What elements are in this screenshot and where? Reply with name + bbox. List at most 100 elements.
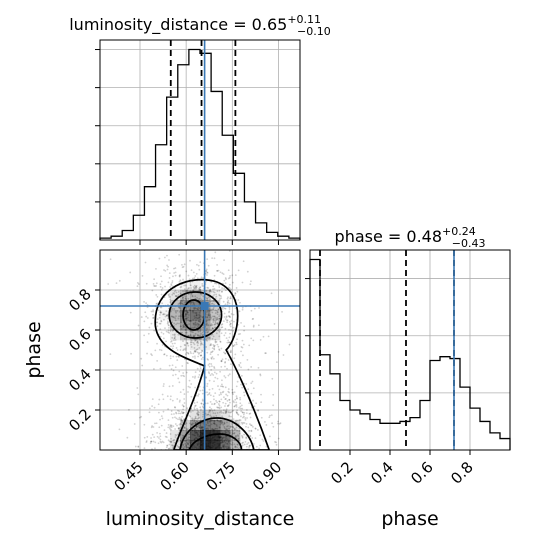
sample-point [191, 327, 193, 329]
sample-point [202, 413, 205, 416]
sample-point [231, 391, 234, 394]
sample-point [166, 254, 168, 257]
sample-point [185, 439, 188, 442]
sample-point [150, 353, 153, 355]
sample-point [159, 285, 162, 288]
sample-point [160, 311, 163, 314]
sample-point [193, 376, 196, 379]
sample-point [195, 284, 198, 287]
sample-point [165, 310, 168, 313]
x-axis-label-luminosity-distance: luminosity_distance [106, 508, 295, 530]
sample-point [238, 363, 241, 366]
sample-point [193, 347, 196, 349]
density-cell [180, 330, 191, 341]
sample-point [164, 315, 167, 318]
sample-point [185, 444, 188, 447]
sample-point [213, 415, 215, 418]
sample-point [172, 292, 175, 295]
sample-point [244, 440, 247, 443]
sample-point [186, 441, 189, 444]
sample-point [150, 440, 153, 443]
sample-point [208, 411, 211, 414]
sample-point [200, 342, 202, 345]
sample-point [180, 328, 183, 330]
sample-point [178, 274, 181, 277]
sample-point [211, 324, 214, 326]
sample-point [189, 284, 192, 287]
sample-point [224, 428, 227, 431]
sample-point [168, 447, 171, 450]
sample-point [224, 303, 227, 306]
sample-point [227, 411, 230, 414]
sample-point [170, 283, 173, 286]
sample-point [174, 335, 176, 338]
sample-point [224, 365, 226, 368]
sample-point [211, 315, 214, 318]
sample-point [155, 422, 158, 425]
sample-point [220, 393, 222, 396]
sample-point [174, 406, 177, 409]
sample-point [179, 302, 182, 304]
sample-point [226, 399, 229, 402]
sample-point [208, 310, 210, 313]
sample-point [169, 301, 172, 304]
sample-point [240, 374, 243, 377]
sample-point [168, 277, 171, 279]
sample-point [210, 290, 213, 293]
sample-point [153, 329, 156, 332]
sample-point [196, 326, 199, 328]
sample-point [228, 391, 231, 394]
sample-point [176, 310, 179, 312]
phase-hist-frame [309, 249, 511, 451]
sample-point [184, 426, 186, 429]
sample-point [223, 421, 226, 424]
sample-point [206, 385, 209, 387]
sample-point [195, 425, 198, 428]
sample-point [197, 413, 200, 416]
sample-point [180, 423, 183, 426]
sample-point [171, 315, 173, 318]
sample-point [173, 316, 176, 319]
sample-point [181, 297, 184, 300]
sample-point [226, 321, 229, 324]
sample-point [206, 297, 209, 300]
sample-point [183, 288, 186, 291]
sample-point [170, 410, 173, 412]
sample-point [185, 300, 188, 303]
sample-point [227, 286, 230, 289]
sample-point [250, 424, 253, 427]
sample-point [206, 327, 208, 330]
sample-point [156, 321, 158, 324]
sample-point [222, 409, 225, 411]
sample-point [213, 319, 215, 322]
sample-point [224, 277, 227, 279]
sample-point [198, 268, 201, 271]
density-cell [210, 320, 221, 331]
sample-point [179, 315, 182, 317]
sample-point [167, 321, 170, 324]
sample-point [199, 367, 202, 370]
sample-point [213, 347, 216, 350]
sample-point [200, 402, 203, 405]
sample-point [223, 375, 226, 377]
sample-point [196, 341, 198, 344]
sample-point [230, 297, 232, 300]
sample-point [210, 408, 213, 410]
sample-point [172, 445, 175, 448]
sample-point [249, 423, 251, 425]
sample-point [155, 294, 158, 296]
sample-point [205, 320, 208, 323]
sample-point [212, 395, 215, 398]
sample-point [194, 417, 197, 420]
sample-point [136, 387, 139, 389]
sample-point [206, 316, 209, 318]
sample-point [213, 380, 215, 383]
sample-point [192, 331, 194, 334]
sample-point [213, 287, 216, 290]
sample-point [191, 417, 194, 420]
sample-point [217, 406, 219, 409]
sample-point [247, 426, 250, 429]
sample-point [178, 307, 181, 310]
sample-point [171, 293, 174, 296]
sample-point [167, 293, 170, 296]
